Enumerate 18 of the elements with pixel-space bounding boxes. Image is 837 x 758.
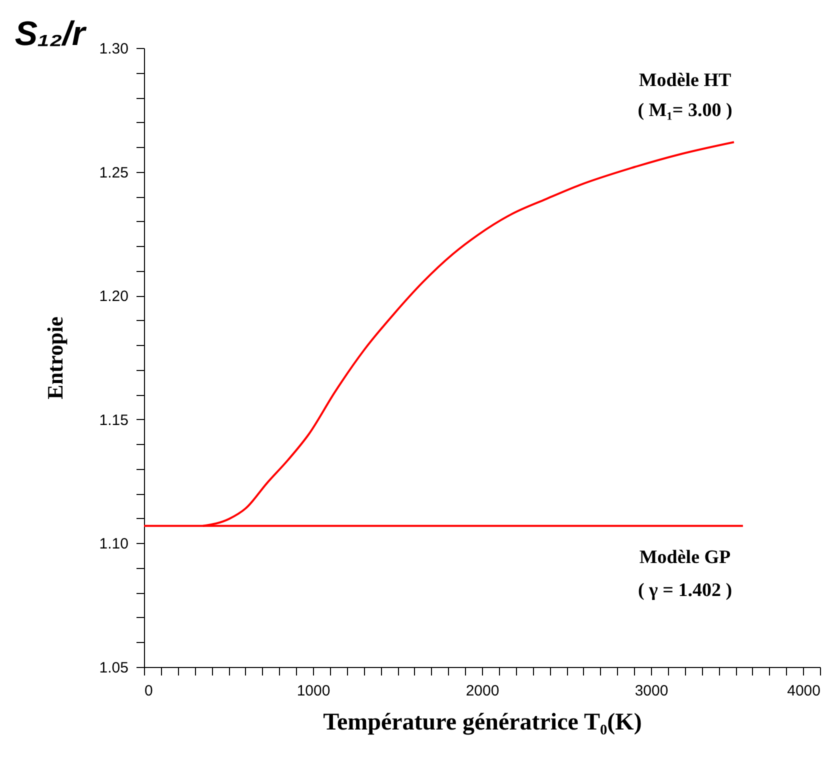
x-tick-label: 3000	[634, 682, 668, 700]
series-label: Modèle GP	[639, 547, 732, 568]
x-axis-title: Température génératrice T₀(K)	[323, 710, 642, 736]
x-tick-label: 4000	[787, 682, 820, 700]
annotation: ( γ = 1.402 )	[638, 580, 732, 601]
annotation: ( M₁= 3.00 )	[638, 100, 732, 121]
y-tick-label: 1.15	[99, 412, 128, 429]
x-tick-label: 2000	[466, 682, 500, 700]
text: S₁₂/r	[14, 15, 87, 53]
x-tick-label: 0	[144, 682, 153, 700]
x-tick-label: 1000	[296, 682, 330, 700]
y-tick-label: 1.30	[99, 40, 128, 58]
y-tick-label: 1.10	[99, 536, 128, 553]
y-tick-label: 1.05	[99, 660, 128, 676]
y-axis-title: Entropie	[42, 316, 68, 400]
y-tick-label: 1.20	[99, 288, 128, 306]
y-tick-label: 1.25	[99, 164, 128, 182]
text: Modèle HT	[638, 70, 732, 91]
